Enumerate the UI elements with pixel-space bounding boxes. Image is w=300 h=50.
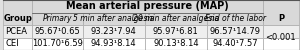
Text: P: P bbox=[278, 14, 284, 23]
Bar bbox=[145, 38, 207, 50]
Text: 20 min after analgesia: 20 min after analgesia bbox=[133, 14, 219, 23]
Text: 96.57¹14.79: 96.57¹14.79 bbox=[209, 27, 260, 36]
Text: CEI: CEI bbox=[5, 39, 19, 48]
Text: 5 min after analgesia: 5 min after analgesia bbox=[73, 14, 154, 23]
Text: 90.13¹8.14: 90.13¹8.14 bbox=[153, 39, 199, 48]
Bar bbox=[3, 38, 32, 50]
Text: 95.97¹6.81: 95.97¹6.81 bbox=[153, 27, 199, 36]
Text: Mean arterial pressure (MAP): Mean arterial pressure (MAP) bbox=[66, 1, 229, 11]
Bar bbox=[32, 38, 83, 50]
Bar bbox=[83, 38, 145, 50]
Text: End of the labor: End of the labor bbox=[205, 14, 266, 23]
Text: Group: Group bbox=[3, 14, 32, 23]
Bar bbox=[83, 25, 145, 38]
Bar bbox=[83, 13, 145, 25]
Text: 101.70¹6.59: 101.70¹6.59 bbox=[32, 39, 83, 48]
Bar bbox=[145, 13, 207, 25]
Text: Primary: Primary bbox=[43, 14, 72, 23]
Text: 94.93¹8.14: 94.93¹8.14 bbox=[91, 39, 136, 48]
Text: 94.40¹7.57: 94.40¹7.57 bbox=[212, 39, 258, 48]
Text: 95.67¹0.65: 95.67¹0.65 bbox=[35, 27, 80, 36]
Text: PCEA: PCEA bbox=[5, 27, 27, 36]
Bar bbox=[32, 25, 83, 38]
Bar bbox=[263, 25, 298, 38]
Bar bbox=[145, 25, 207, 38]
Text: 93.23¹7.94: 93.23¹7.94 bbox=[91, 27, 136, 36]
Text: <0.001: <0.001 bbox=[266, 33, 296, 42]
Bar bbox=[263, 38, 298, 50]
Bar bbox=[3, 25, 32, 38]
Bar bbox=[207, 25, 263, 38]
Bar bbox=[32, 13, 83, 25]
Bar bbox=[32, 0, 263, 13]
Bar bbox=[263, 0, 298, 25]
Bar bbox=[3, 0, 32, 25]
Bar bbox=[207, 38, 263, 50]
Bar bbox=[207, 13, 263, 25]
